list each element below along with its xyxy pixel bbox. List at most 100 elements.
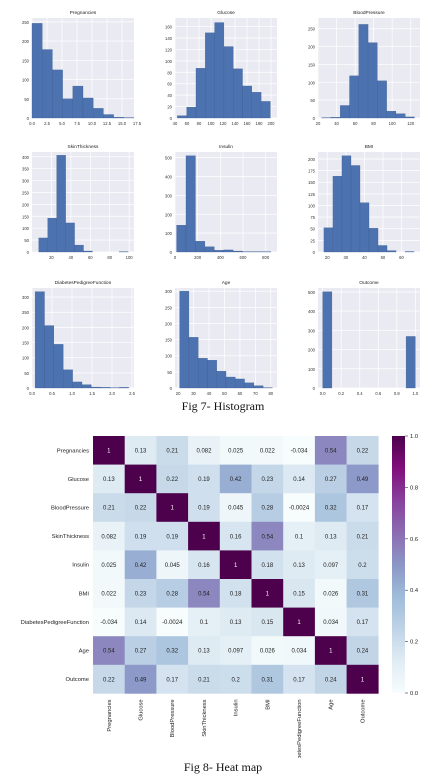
- cell-value-label: 0.27: [325, 477, 337, 483]
- cell-value-label: 0.24: [325, 677, 337, 683]
- histogram-panel-skinthickness: 0 50 100 150 200 250 300 350 400 20 40 60 80 100 SkinT…: [22, 144, 134, 260]
- y-tick-label: 100: [22, 78, 30, 83]
- histogram-bar: [204, 246, 215, 253]
- y-tick-label: 100: [165, 59, 173, 64]
- histogram-bar: [52, 69, 63, 119]
- cell-value-label: -0.034: [291, 449, 309, 455]
- histogram-bar: [62, 98, 73, 119]
- heatmap-cell: [314, 550, 347, 580]
- histogram-bar: [330, 117, 341, 119]
- heatmap-cell: [283, 550, 316, 580]
- cell-value-label: 0.15: [293, 592, 305, 598]
- heatmap-cell: [219, 579, 252, 608]
- heatmap-cell: [251, 664, 284, 694]
- y-tick-label: 50: [24, 97, 29, 102]
- heatmap-cell: [188, 579, 221, 608]
- x-tick-label: 180: [256, 121, 264, 126]
- histogram-panel-glucose: 0 20 40 60 80 100 120 140 160 40 60 80 100 120 140 160 1…: [165, 10, 277, 126]
- cell-value-label: 0.42: [230, 477, 242, 483]
- heatmap-cell: [93, 579, 125, 608]
- plot-area: [318, 288, 420, 388]
- y-tick-label: 400: [308, 309, 316, 314]
- y-tick-label: 0: [313, 386, 316, 391]
- y-tick-label: 350: [22, 167, 30, 172]
- cell-value-label: 0.28: [166, 592, 178, 598]
- heatmap-cell: [93, 464, 125, 494]
- y-tick-label: 400: [22, 155, 30, 160]
- x-tick-label: 60: [353, 121, 358, 126]
- x-tick-label: 1.0: [69, 391, 75, 396]
- histogram-bar: [42, 49, 53, 119]
- heatmap-cell: [314, 607, 347, 637]
- cell-value-label: 0.54: [103, 649, 115, 655]
- y-tick-label: 250: [22, 310, 30, 315]
- cell-value-label: 0.18: [262, 563, 274, 569]
- chart-title: BMI: [365, 144, 374, 150]
- cell-value-label: 0.22: [135, 506, 147, 512]
- y-tick-label: 80: [167, 70, 172, 75]
- x-tick-label: 0.0: [29, 391, 35, 396]
- cell-value-label: -0.0024: [162, 620, 183, 626]
- cell-value-label: 0.49: [135, 677, 147, 683]
- y-tick-label: 250: [308, 27, 316, 32]
- histogram-bar: [93, 108, 104, 119]
- heatmap-cell: [251, 493, 284, 523]
- x-tick-label: 40: [207, 391, 212, 396]
- heatmap-cell: [346, 607, 379, 637]
- cell-value-label: 0.17: [293, 677, 305, 683]
- x-tick-label: 20: [316, 121, 321, 126]
- heatmap-cell: [346, 436, 379, 465]
- y-tick-label: 25: [310, 238, 315, 243]
- heatmap-cell: [283, 636, 316, 666]
- chart-title: Insulin: [219, 144, 233, 150]
- column-label: Insulin: [234, 699, 240, 716]
- histogram-bar: [81, 384, 92, 389]
- histogram-bar: [251, 92, 262, 119]
- y-tick-label: 75: [310, 215, 315, 220]
- heatmap-cell: [283, 664, 316, 694]
- heatmap-cell: [346, 493, 379, 523]
- cell-value-label: 0.082: [196, 449, 212, 455]
- histogram-bar: [395, 113, 406, 119]
- cell-value-label: 0.32: [325, 506, 337, 512]
- y-tick-label: 0: [313, 116, 316, 121]
- y-tick-label: 150: [308, 180, 316, 185]
- cell-value-label: 0.022: [260, 449, 276, 455]
- cell-value-label: 0.025: [101, 563, 117, 569]
- histogram-panel-outcome: 0 100 200 300 400 500 0.0 0.2 0.4 0.6 0.8 1.0 Outcom…: [308, 280, 420, 396]
- colorbar: 0.0 0.2 0.4 0.6 0.8 1.0: [392, 434, 419, 697]
- column-label: Glucose: [139, 699, 145, 720]
- heatmap-cell: [219, 493, 252, 523]
- x-tick-label: 7.5: [74, 121, 80, 126]
- histogram-bar: [188, 337, 199, 389]
- heatmap-cell: [314, 493, 347, 523]
- heatmap-cell: [156, 521, 189, 551]
- heatmap-cell: [219, 664, 252, 694]
- y-tick-label: 250: [22, 190, 30, 195]
- y-tick-label: 200: [165, 321, 173, 326]
- histogram-bar: [253, 385, 264, 389]
- histogram-bar: [91, 386, 101, 389]
- histogram-bar: [386, 250, 397, 253]
- y-tick-label: 150: [22, 341, 30, 346]
- heatmap-cell: [283, 464, 316, 494]
- y-tick-label: 150: [165, 338, 173, 343]
- x-tick-label: 80: [197, 121, 202, 126]
- heatmap-cell: [314, 636, 347, 666]
- x-tick-label: 140: [232, 121, 240, 126]
- heatmap-cell: [314, 521, 347, 551]
- cell-value-label: 0.28: [262, 506, 274, 512]
- y-tick-label: 100: [308, 203, 316, 208]
- x-tick-label: 100: [126, 255, 134, 260]
- cell-value-label: 0.21: [103, 506, 115, 512]
- heatmap-cell: [283, 436, 316, 465]
- figure-7-caption: Fig 7- Histogram: [181, 399, 265, 413]
- heatmap-cell: [93, 521, 125, 551]
- heatmap-cell: [124, 664, 157, 694]
- y-tick-label: 250: [22, 20, 30, 25]
- y-tick-label: 250: [165, 305, 173, 310]
- histogram-bar: [214, 250, 224, 253]
- histogram-bar: [225, 376, 236, 389]
- x-tick-label: 800: [262, 255, 270, 260]
- histogram-bar: [100, 387, 111, 389]
